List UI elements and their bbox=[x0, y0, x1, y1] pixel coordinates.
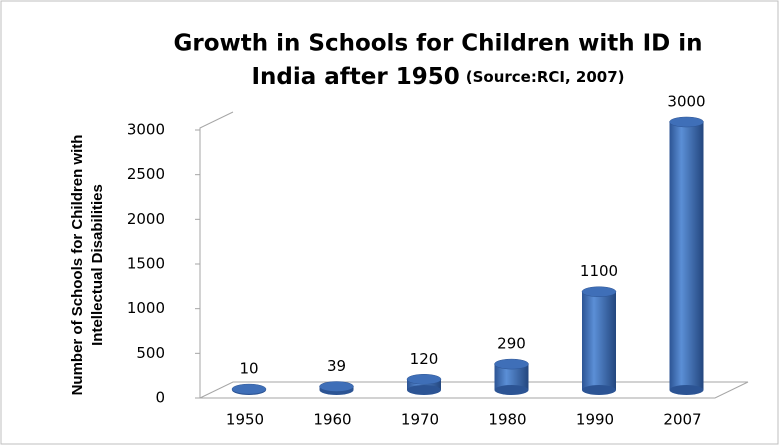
value-label: 39 bbox=[327, 357, 346, 375]
bar bbox=[581, 286, 617, 395]
floor bbox=[199, 381, 749, 399]
y-axis-wall bbox=[199, 111, 234, 398]
bar-top bbox=[669, 116, 704, 128]
bar-body bbox=[669, 122, 704, 390]
chart-title: Growth in Schools for Children with ID i… bbox=[173, 31, 702, 57]
value-label: 120 bbox=[410, 350, 439, 368]
chart-subtitle: (Source:RCI, 2007) bbox=[466, 68, 625, 86]
bar-top bbox=[231, 383, 267, 395]
y-tick-label: 1000 bbox=[127, 299, 165, 317]
y-tick-label: 0 bbox=[155, 389, 165, 407]
value-label: 1100 bbox=[580, 262, 618, 280]
x-tick-label: 1980 bbox=[488, 411, 526, 429]
bar bbox=[319, 381, 354, 395]
bar-top bbox=[406, 374, 442, 385]
y-tick-label: 2000 bbox=[127, 210, 165, 228]
y-tick-label: 1500 bbox=[127, 255, 165, 273]
x-tick-label: 1970 bbox=[401, 411, 439, 429]
bar-top bbox=[494, 358, 529, 370]
bar-bottom bbox=[582, 385, 616, 395]
bar-top bbox=[319, 381, 354, 392]
bar bbox=[669, 116, 704, 395]
bar-bottom bbox=[669, 385, 704, 395]
x-tick-label: 1950 bbox=[226, 411, 264, 429]
y-tick-label: 3000 bbox=[127, 121, 165, 139]
title-line2: India after 1950 bbox=[251, 64, 459, 90]
bar-bottom bbox=[407, 385, 441, 395]
y-axis-label: Number of Schools for Children with bbox=[69, 135, 86, 396]
bar bbox=[231, 383, 267, 395]
value-label: 10 bbox=[239, 360, 258, 378]
y-tick-label: 500 bbox=[136, 344, 165, 362]
bar bbox=[494, 358, 529, 395]
bar-bottom bbox=[494, 385, 529, 395]
value-label: 3000 bbox=[667, 93, 705, 111]
x-tick-label: 2007 bbox=[663, 411, 701, 429]
bar-body bbox=[407, 379, 441, 390]
x-tick-label: 1990 bbox=[576, 411, 614, 429]
bar bbox=[406, 374, 442, 395]
y-axis-label: Intellectual Disabilities bbox=[89, 184, 106, 346]
y-tick-label: 2500 bbox=[127, 165, 165, 183]
value-label: 290 bbox=[497, 335, 526, 353]
bar-body bbox=[582, 291, 616, 390]
bar-top bbox=[581, 286, 617, 297]
x-tick-label: 1960 bbox=[313, 411, 351, 429]
chart-title-line2: India after 1950 (Source:RCI, 2007) bbox=[251, 64, 624, 90]
